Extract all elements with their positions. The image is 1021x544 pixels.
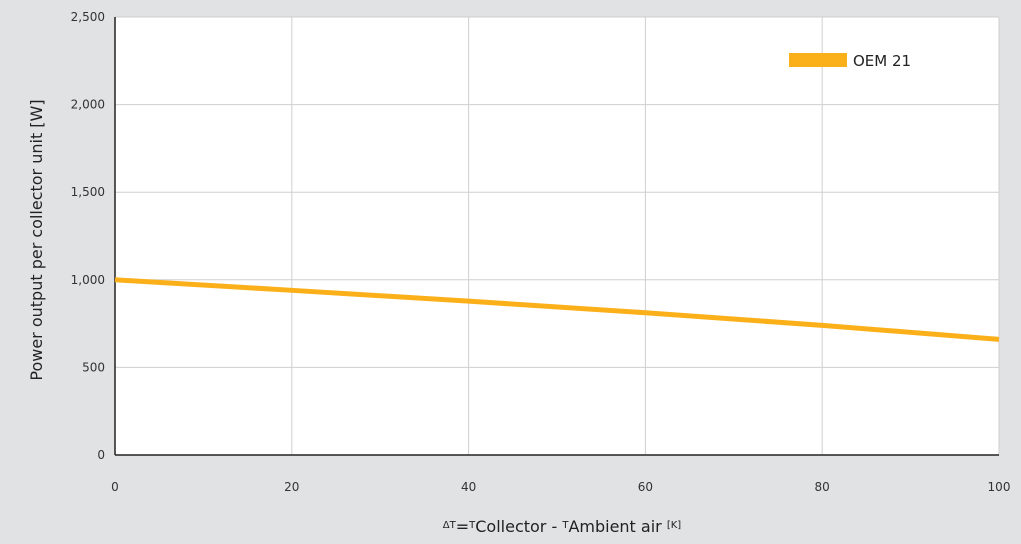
legend-swatch-oem-21 xyxy=(789,53,847,67)
x-tick-label: 20 xyxy=(284,480,299,494)
y-tick-label: 1,000 xyxy=(71,273,105,287)
x-axis-title-delta: ΔT xyxy=(443,520,457,531)
y-tick-label: 2,000 xyxy=(71,98,105,112)
x-axis-title-equals: = xyxy=(456,517,469,536)
plot-area xyxy=(115,17,999,455)
x-tick-label: 40 xyxy=(461,480,476,494)
series-line-oem-21 xyxy=(114,277,1000,342)
legend: OEM 21 xyxy=(789,52,911,70)
x-tick-label: 0 xyxy=(111,480,119,494)
x-axis-ticks: 0 20 40 60 80 100 xyxy=(111,480,1010,494)
axes xyxy=(114,17,999,456)
x-axis-title-t1: T xyxy=(468,520,476,531)
x-axis-title: ΔT=TCollector - TAmbient air [K] xyxy=(443,517,682,536)
y-axis-ticks: 0 500 1,000 1,500 2,000 2,500 xyxy=(71,10,105,462)
x-axis-title-collector: Collector - xyxy=(475,517,562,536)
grid xyxy=(115,16,1000,455)
y-tick-label: 1,500 xyxy=(71,185,105,199)
x-axis-title-t2: T xyxy=(561,520,569,531)
legend-label-oem-21: OEM 21 xyxy=(853,52,911,70)
y-tick-label: 2,500 xyxy=(71,10,105,24)
x-tick-label: 100 xyxy=(988,480,1011,494)
x-tick-label: 60 xyxy=(638,480,653,494)
x-axis-title-unit: [K] xyxy=(667,520,681,531)
series-group xyxy=(114,277,1000,342)
x-axis-title-ambient: Ambient air xyxy=(568,517,666,536)
y-tick-label: 500 xyxy=(82,360,105,374)
y-tick-label: 0 xyxy=(97,448,105,462)
y-axis-title: Power output per collector unit [W] xyxy=(27,99,46,380)
x-tick-label: 80 xyxy=(815,480,830,494)
